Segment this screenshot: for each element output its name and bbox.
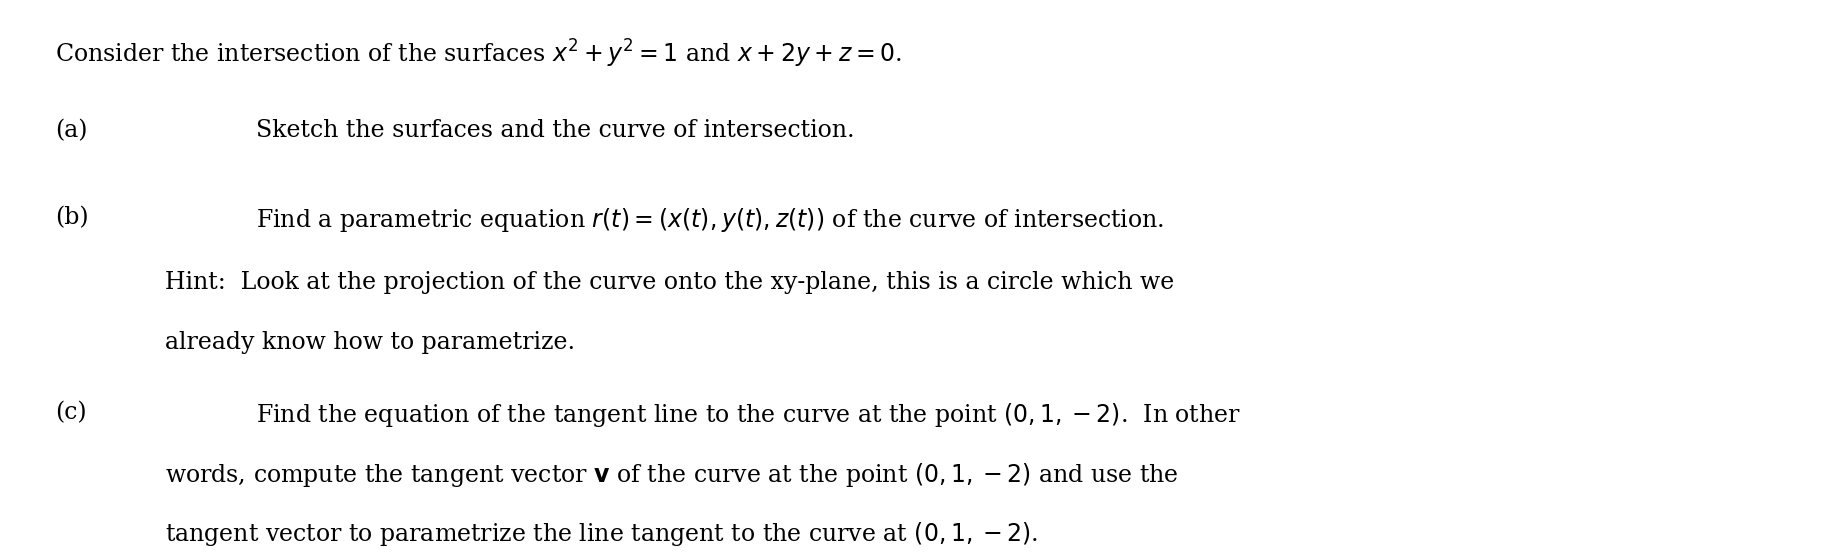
Text: words, compute the tangent vector $\mathbf{v}$ of the curve at the point $(0, 1,: words, compute the tangent vector $\math… <box>165 461 1179 489</box>
Text: (a): (a) <box>55 119 88 142</box>
Text: already know how to parametrize.: already know how to parametrize. <box>165 331 574 353</box>
Text: Sketch the surfaces and the curve of intersection.: Sketch the surfaces and the curve of int… <box>256 119 854 142</box>
Text: (b): (b) <box>55 206 88 229</box>
Text: tangent vector to parametrize the line tangent to the curve at $(0, 1, -2)$.: tangent vector to parametrize the line t… <box>165 520 1038 549</box>
Text: (c): (c) <box>55 401 86 424</box>
Text: Consider the intersection of the surfaces $x^2 + y^2 = 1$ and $x + 2y + z = 0$.: Consider the intersection of the surface… <box>55 38 901 70</box>
Text: Find a parametric equation $r(t) = (x(t), y(t), z(t))$ of the curve of intersect: Find a parametric equation $r(t) = (x(t)… <box>256 206 1164 234</box>
Text: Hint:  Look at the projection of the curve onto the xy-plane, this is a circle w: Hint: Look at the projection of the curv… <box>165 271 1174 294</box>
Text: Find the equation of the tangent line to the curve at the point $(0, 1, -2)$.  I: Find the equation of the tangent line to… <box>256 401 1241 429</box>
